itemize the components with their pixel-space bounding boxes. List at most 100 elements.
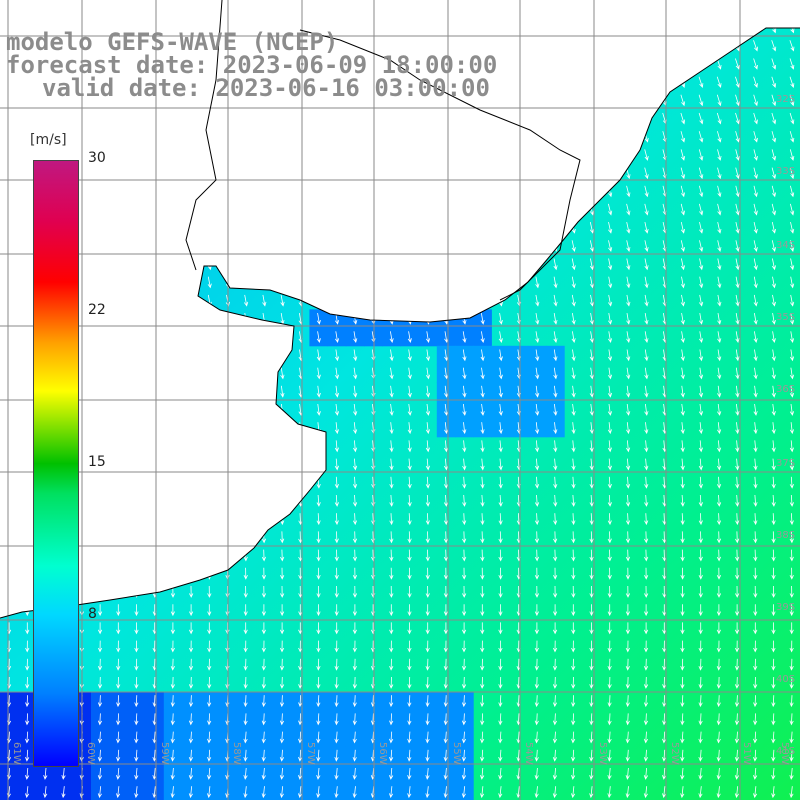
wind-arrow — [735, 276, 740, 289]
wind-arrow — [443, 585, 449, 598]
wind-arrow — [771, 458, 776, 471]
wind-arrow — [553, 513, 558, 526]
wind-arrow — [789, 422, 794, 435]
wind-arrow — [207, 585, 212, 598]
wind-arrow — [443, 749, 448, 762]
wind-arrow — [316, 531, 321, 544]
wind-arrow — [443, 622, 448, 635]
wind-arrow — [589, 786, 594, 799]
wind-arrow — [480, 622, 485, 635]
wind-arrow — [607, 658, 612, 671]
wind-arrow — [461, 676, 467, 689]
wind-arrow — [498, 494, 503, 507]
wind-arrow — [480, 585, 485, 598]
wind-arrow — [789, 458, 794, 471]
wind-arrow — [789, 658, 794, 671]
wind-arrow — [644, 203, 649, 216]
wind-arrow — [461, 622, 467, 635]
wind-arrow — [698, 658, 703, 671]
wind-arrow — [480, 749, 485, 762]
wind-arrow — [643, 767, 649, 780]
wind-arrow — [698, 385, 704, 398]
wind-arrow — [644, 440, 649, 453]
wind-arrow — [553, 494, 558, 507]
wind-arrow — [789, 313, 795, 325]
wind-arrow — [407, 458, 412, 471]
wind-arrow — [680, 567, 685, 580]
wind-arrow — [753, 713, 758, 726]
wind-arrow — [134, 604, 139, 617]
wind-arrow — [571, 695, 576, 708]
wind-arrow — [698, 767, 703, 780]
wind-arrow — [389, 585, 394, 598]
wind-arrow — [25, 695, 30, 708]
wind-arrow — [644, 258, 649, 271]
wind-arrow — [753, 731, 758, 744]
wind-arrow — [425, 440, 430, 453]
wind-arrow — [625, 658, 630, 671]
wind-arrow — [25, 749, 30, 762]
wind-arrow — [735, 313, 740, 325]
wind-arrow — [644, 604, 649, 617]
lon-label: 52W — [669, 742, 680, 765]
wind-arrow — [98, 604, 103, 617]
wind-arrow — [607, 367, 613, 380]
wind-arrow — [735, 476, 740, 489]
wind-arrow — [25, 622, 30, 635]
wind-arrow — [316, 658, 321, 671]
wind-arrow — [261, 585, 267, 598]
wind-arrow — [407, 349, 412, 362]
wind-arrow — [316, 385, 321, 398]
wind-arrow — [134, 713, 139, 726]
wind-arrow — [735, 349, 740, 362]
wind-arrow — [716, 731, 721, 744]
wind-arrow — [480, 458, 485, 471]
wind-arrow — [298, 676, 303, 689]
wind-arrow — [498, 331, 503, 344]
wind-arrow — [553, 331, 558, 344]
wind-arrow — [753, 331, 758, 344]
wind-arrow — [534, 476, 540, 489]
wind-arrow — [753, 276, 758, 289]
wind-arrow — [771, 640, 776, 653]
wind-arrow — [716, 513, 722, 526]
wind-arrow — [498, 531, 503, 544]
wind-arrow — [662, 695, 667, 708]
wind-arrow — [552, 676, 558, 689]
wind-arrow — [625, 604, 630, 617]
wind-arrow — [279, 640, 285, 653]
wind-arrow — [735, 185, 740, 198]
wind-arrow — [553, 422, 558, 435]
wind-arrow — [553, 476, 558, 489]
wind-arrow — [716, 786, 721, 799]
wind-arrow — [25, 713, 30, 726]
lon-label: 56W — [377, 742, 388, 765]
wind-arrow — [716, 476, 722, 489]
wind-arrow — [480, 767, 485, 780]
wind-arrow — [790, 276, 795, 289]
wind-arrow — [643, 622, 649, 635]
wind-arrow — [662, 786, 667, 799]
wind-arrow — [789, 604, 794, 617]
wind-arrow — [534, 658, 539, 671]
wind-arrow — [116, 749, 121, 762]
wind-arrow — [607, 676, 612, 689]
wind-arrow — [608, 258, 613, 271]
wind-arrow — [789, 749, 794, 762]
wind-arrow — [316, 713, 321, 726]
wind-arrow — [279, 767, 285, 780]
wind-arrow — [498, 367, 503, 380]
wind-arrow — [626, 258, 631, 271]
wind-arrow — [753, 786, 758, 799]
wind-arrow — [571, 513, 576, 526]
wind-arrow — [753, 422, 758, 435]
wind-arrow — [352, 640, 357, 653]
wind-arrow — [789, 494, 794, 507]
wind-arrow — [407, 385, 412, 398]
wind-arrow — [389, 367, 394, 380]
wind-arrow — [789, 403, 795, 416]
wind-arrow — [698, 749, 703, 762]
forecast-date: forecast date: 2023-06-09 18:00:00 — [6, 51, 498, 79]
wind-arrow — [571, 713, 576, 726]
valid-date: valid date: 2023-06-16 03:00:00 — [42, 74, 490, 102]
